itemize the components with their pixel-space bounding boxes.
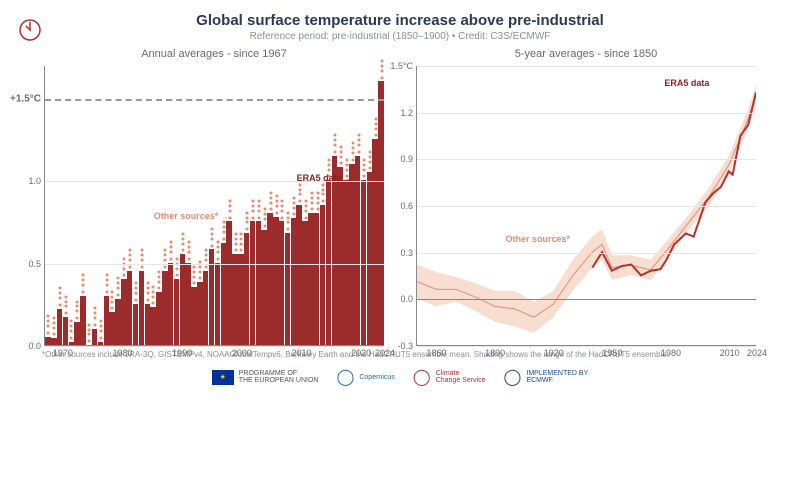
y-tick-label: 0.0 xyxy=(400,294,417,304)
y-tick-label: -0.3 xyxy=(397,341,417,351)
right-panel-title: 5-year averages - since 1850 xyxy=(416,48,756,60)
x-tick-label: 2000 xyxy=(232,345,252,358)
footer-ecmwf: ◯IMPLEMENTED BY ECMWF xyxy=(504,367,589,387)
other-sources-band xyxy=(417,85,756,333)
y-tick-label: 1.2 xyxy=(400,108,417,118)
chart-annotation: Other sources* → xyxy=(154,211,229,221)
x-tick-label: 1950 xyxy=(602,345,622,358)
left-panel: Annual averages - since 1967 0.00.51.0+1… xyxy=(44,48,384,346)
footer-logos: PROGRAMME OF THE EUROPEAN UNION ◯Copernic… xyxy=(0,367,800,387)
x-tick-label: 1980 xyxy=(661,345,681,358)
right-chart-area: -0.30.00.30.60.91.21.5°C1860189019201950… xyxy=(416,66,756,346)
chart-annotation: ERA5 data → xyxy=(297,173,353,183)
x-tick-label: 2024 xyxy=(375,345,395,358)
y-tick-label: 0.6 xyxy=(400,201,417,211)
reference-label: +1.5°C xyxy=(10,93,45,104)
page-title: Global surface temperature increase abov… xyxy=(0,12,800,29)
x-tick-label: 1970 xyxy=(53,345,73,358)
footer-copernicus: ◯Copernicus xyxy=(336,367,394,387)
y-tick-label: 0.9 xyxy=(400,154,417,164)
chart-annotation: ERA5 data xyxy=(664,78,709,88)
x-tick-label: 2010 xyxy=(291,345,311,358)
x-tick-label: 2024 xyxy=(747,345,767,358)
x-tick-label: 1980 xyxy=(113,345,133,358)
y-tick-label: 0.0 xyxy=(28,341,45,351)
left-panel-title: Annual averages - since 1967 xyxy=(44,48,384,60)
footer-climate-change: ◯Climate Change Service xyxy=(413,367,486,387)
left-chart-area: 0.00.51.0+1.5°C1970198019902000201020202… xyxy=(44,66,384,346)
x-tick-label: 2010 xyxy=(720,345,740,358)
right-panel: 5-year averages - since 1850 -0.30.00.30… xyxy=(416,48,756,346)
y-tick-label: 1.0 xyxy=(28,176,45,186)
x-tick-label: 1920 xyxy=(544,345,564,358)
x-tick-label: 2020 xyxy=(351,345,371,358)
y-tick-label: 0.5 xyxy=(28,259,45,269)
c3s-logo xyxy=(18,18,42,47)
footer-eu-flag: PROGRAMME OF THE EUROPEAN UNION xyxy=(212,370,319,385)
page-subtitle: Reference period: pre-industrial (1850–1… xyxy=(0,31,800,42)
x-tick-label: 1860 xyxy=(427,345,447,358)
y-tick-label: 0.3 xyxy=(400,248,417,258)
y-tick-label: 1.5°C xyxy=(390,61,417,71)
chart-annotation: Other sources* xyxy=(505,234,570,244)
x-tick-label: 1890 xyxy=(485,345,505,358)
x-tick-label: 1990 xyxy=(172,345,192,358)
